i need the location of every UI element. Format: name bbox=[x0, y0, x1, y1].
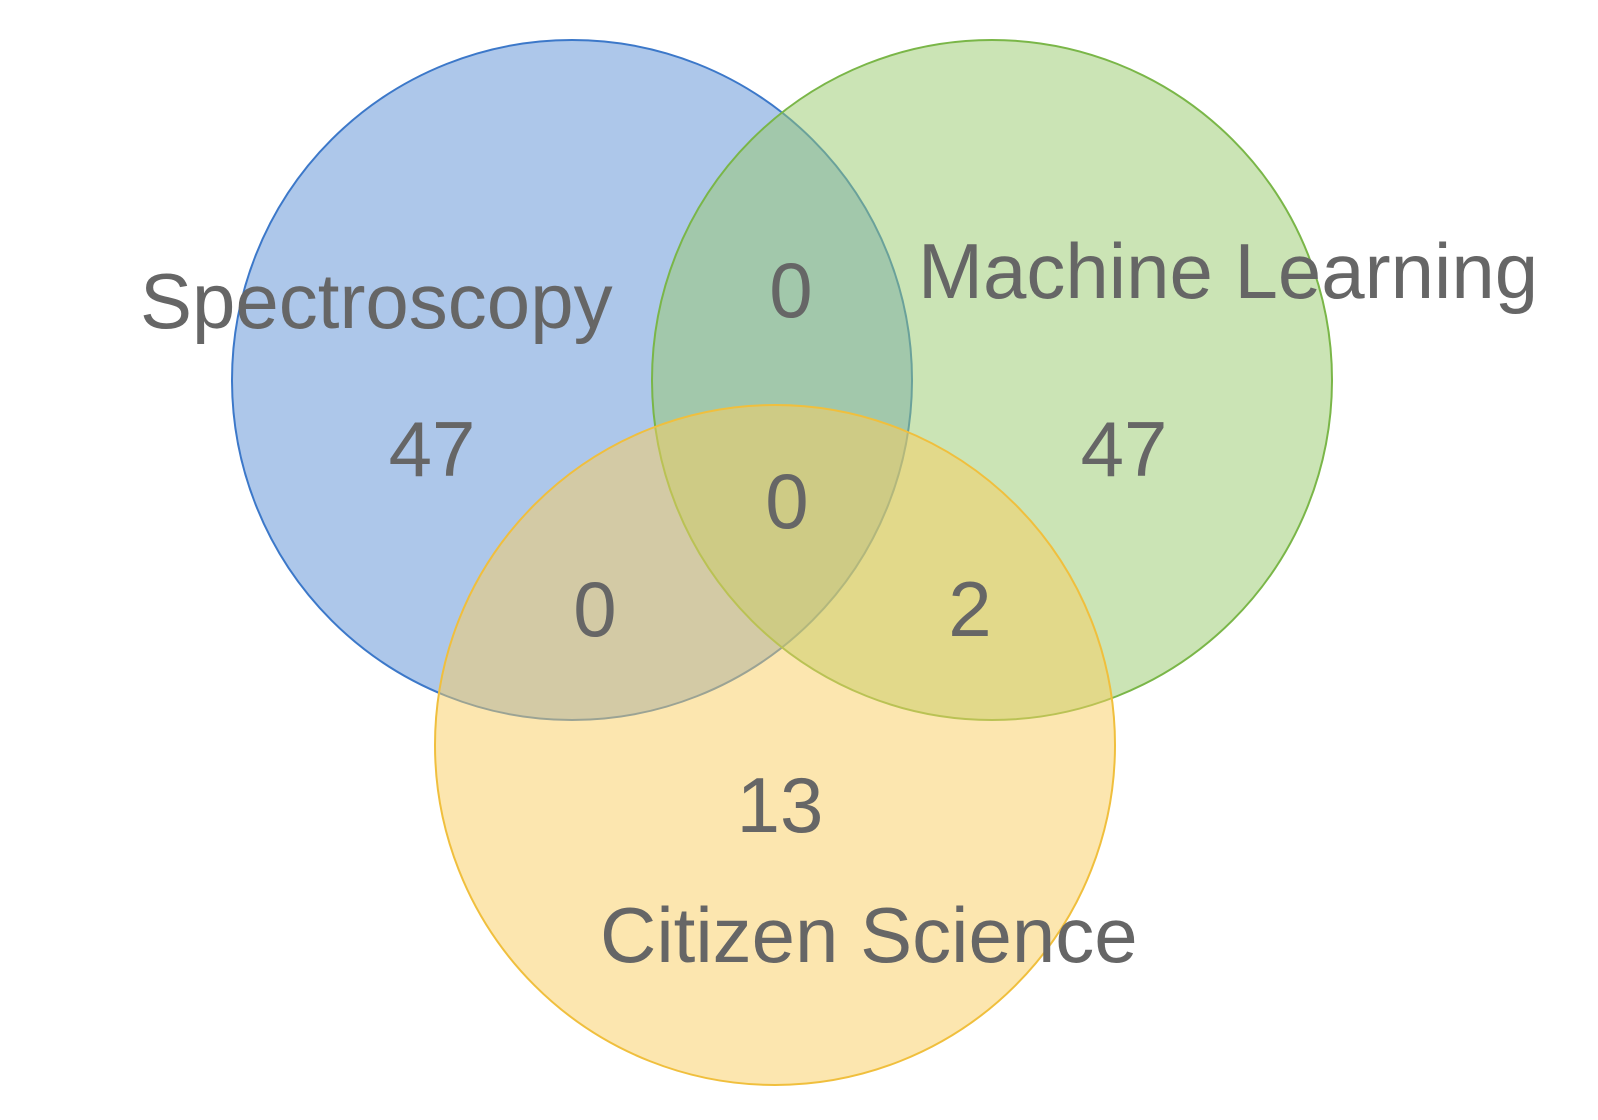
count-all-three: 0 bbox=[765, 457, 808, 545]
count-citizen-science-only: 13 bbox=[737, 761, 824, 849]
count-spectroscopy-machine-learning: 0 bbox=[769, 246, 812, 334]
citizen-science-label: Citizen Science bbox=[600, 891, 1138, 979]
count-machine-learning-only: 47 bbox=[1081, 405, 1168, 493]
count-machine-learning-citizen-science: 2 bbox=[948, 565, 991, 653]
count-spectroscopy-only: 47 bbox=[389, 405, 476, 493]
spectroscopy-label: Spectroscopy bbox=[140, 257, 613, 345]
citizen-science-circle bbox=[434, 404, 1116, 1086]
machine-learning-label: Machine Learning bbox=[918, 227, 1538, 315]
count-spectroscopy-citizen-science: 0 bbox=[573, 565, 616, 653]
